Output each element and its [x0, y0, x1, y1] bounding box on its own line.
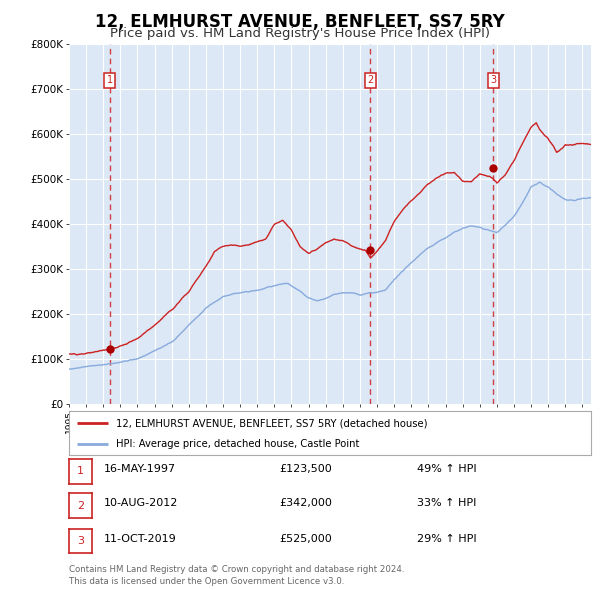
- Text: 11-OCT-2019: 11-OCT-2019: [104, 534, 176, 543]
- Text: HPI: Average price, detached house, Castle Point: HPI: Average price, detached house, Cast…: [116, 438, 359, 448]
- Text: Contains HM Land Registry data © Crown copyright and database right 2024.: Contains HM Land Registry data © Crown c…: [69, 565, 404, 574]
- Text: 29% ↑ HPI: 29% ↑ HPI: [417, 534, 476, 543]
- Text: 1: 1: [106, 76, 113, 85]
- Text: 10-AUG-2012: 10-AUG-2012: [104, 499, 178, 508]
- Text: 2: 2: [77, 501, 84, 510]
- Text: 12, ELMHURST AVENUE, BENFLEET, SS7 5RY: 12, ELMHURST AVENUE, BENFLEET, SS7 5RY: [95, 13, 505, 31]
- Text: £123,500: £123,500: [279, 464, 332, 474]
- Text: 12, ELMHURST AVENUE, BENFLEET, SS7 5RY (detached house): 12, ELMHURST AVENUE, BENFLEET, SS7 5RY (…: [116, 418, 427, 428]
- Text: 3: 3: [490, 76, 496, 85]
- Text: This data is licensed under the Open Government Licence v3.0.: This data is licensed under the Open Gov…: [69, 577, 344, 586]
- Text: 3: 3: [77, 536, 84, 546]
- Text: £525,000: £525,000: [279, 534, 332, 543]
- Text: 16-MAY-1997: 16-MAY-1997: [104, 464, 176, 474]
- Text: 49% ↑ HPI: 49% ↑ HPI: [417, 464, 476, 474]
- Text: £342,000: £342,000: [279, 499, 332, 508]
- Text: 33% ↑ HPI: 33% ↑ HPI: [417, 499, 476, 508]
- Text: 2: 2: [367, 76, 374, 85]
- Text: 1: 1: [77, 467, 84, 476]
- Text: Price paid vs. HM Land Registry's House Price Index (HPI): Price paid vs. HM Land Registry's House …: [110, 27, 490, 40]
